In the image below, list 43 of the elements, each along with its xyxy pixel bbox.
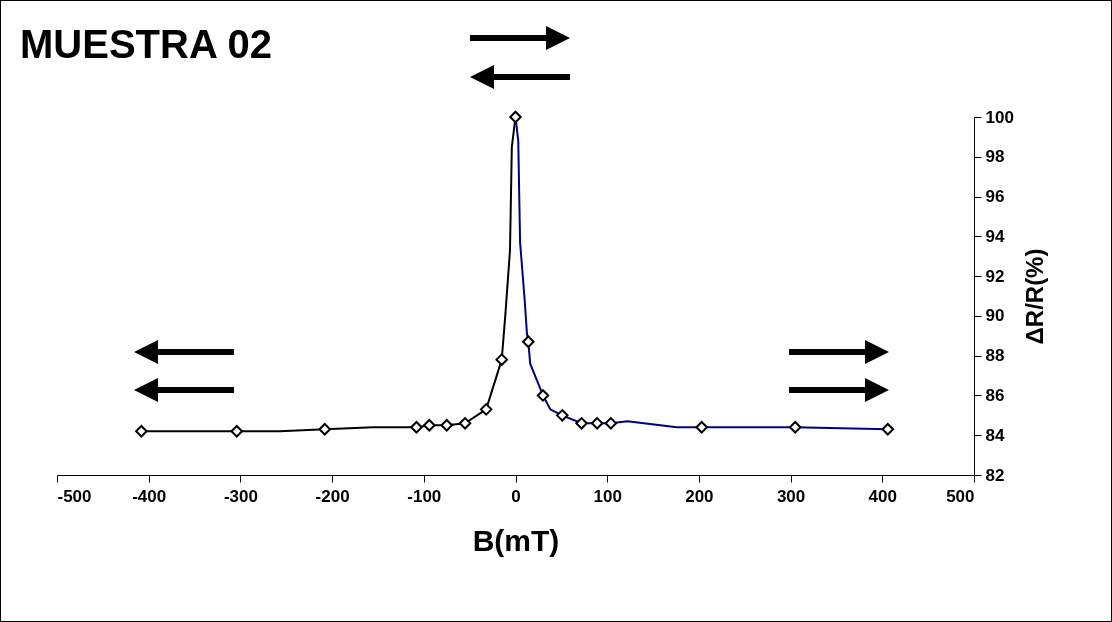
x-axis-title: B(mT) xyxy=(472,523,560,557)
x-tick-label: -500 xyxy=(57,486,92,506)
point xyxy=(522,335,535,348)
point xyxy=(135,425,148,438)
x-tick-label: 0 xyxy=(511,486,521,506)
point xyxy=(556,409,569,422)
point xyxy=(410,421,423,434)
point xyxy=(423,419,436,432)
x-tick-label: 500 xyxy=(946,486,975,506)
y-tick-label: 86 xyxy=(985,385,1005,405)
chart-title: MUESTRA 02 xyxy=(20,21,272,66)
y-tick-label: 100 xyxy=(985,107,1014,127)
point xyxy=(788,421,802,434)
y-axis-title: ΔR/R(%) xyxy=(1020,248,1048,345)
point xyxy=(318,423,332,436)
x-tick-label: 400 xyxy=(868,486,897,506)
y-tick-label: 92 xyxy=(985,266,1005,286)
x-tick-label: -200 xyxy=(315,486,350,506)
point xyxy=(479,403,493,416)
y-tick-label: 96 xyxy=(985,187,1005,207)
point xyxy=(881,423,895,436)
x-tick-label: 300 xyxy=(776,486,806,506)
x-tick-label: -300 xyxy=(223,486,258,506)
y-tick-label: 82 xyxy=(985,465,1005,485)
x-tick-label: 200 xyxy=(685,486,714,506)
point xyxy=(509,110,522,124)
x-tick-label: -400 xyxy=(132,486,167,506)
point xyxy=(575,417,588,430)
y-tick-label: 98 xyxy=(985,147,1005,167)
y-tick-label: 94 xyxy=(985,226,1005,246)
point xyxy=(695,421,708,434)
y-tick-label: 90 xyxy=(985,306,1005,326)
point xyxy=(604,417,618,430)
point xyxy=(458,417,472,430)
x-tick-label: -100 xyxy=(407,486,442,506)
x-tick-label: 100 xyxy=(593,486,622,506)
y-tick-label: 88 xyxy=(985,346,1005,366)
point xyxy=(536,389,550,402)
point xyxy=(230,425,243,438)
y-tick-label: 84 xyxy=(985,425,1005,445)
point xyxy=(590,417,604,430)
point xyxy=(440,419,453,432)
point xyxy=(495,353,508,366)
